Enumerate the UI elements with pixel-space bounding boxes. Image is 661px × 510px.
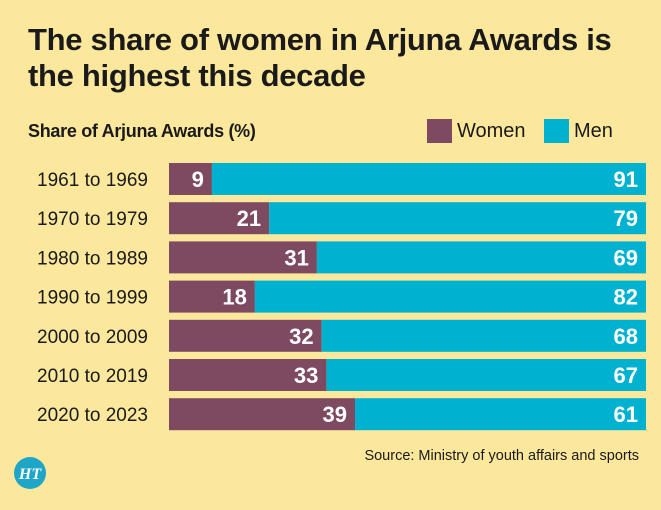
data-label-women: 21 [237,206,261,231]
bar-men [254,280,647,313]
category-label: 2000 to 2009 [37,327,148,348]
data-label-men: 68 [614,324,638,349]
data-label-women: 18 [222,285,246,310]
data-label-men: 69 [614,245,638,270]
bar-women [169,202,270,235]
bar-women [169,280,255,313]
bar-men [316,241,646,274]
data-label-women: 39 [323,402,347,427]
data-label-men: 67 [614,363,638,388]
bar-men [355,398,646,431]
ht-logo-text: HT [18,466,42,483]
category-label: 1961 to 1969 [37,170,148,191]
category-label: 2020 to 2023 [37,405,148,426]
chart-subtitle: Share of Arjuna Awards (%) [28,121,256,141]
data-label-women: 31 [284,245,308,270]
bar-women [169,319,322,352]
ht-logo-icon: HT [14,457,46,489]
chart-title: The share of women in Arjuna Awards is t… [28,22,612,93]
legend-label-women: Women [457,119,526,142]
bar-men [326,359,646,391]
source-note: Source: Ministry of youth affairs and sp… [364,448,639,464]
data-label-men: 82 [614,285,638,310]
data-label-women: 33 [294,363,318,388]
bar-women [169,241,317,274]
legend-swatch-women [427,119,452,143]
bar-men [269,202,646,235]
bar-men [321,319,646,352]
bar-men [211,163,646,195]
legend-swatch-men [544,119,569,143]
data-label-women: 32 [289,324,313,349]
data-label-men: 91 [614,167,638,192]
bar-women [169,398,356,431]
data-label-men: 79 [614,206,638,231]
category-label: 1990 to 1999 [37,288,148,309]
category-label: 1980 to 1989 [37,248,148,269]
legend-item-women: Women [427,119,526,143]
legend-label-men: Men [574,119,613,142]
category-label: 1970 to 1979 [37,209,148,230]
data-label-men: 61 [614,402,638,427]
legend-item-men: Men [544,119,613,143]
bar-women [169,359,327,391]
bar-women [169,163,212,195]
data-label-women: 9 [192,167,204,192]
category-label: 2010 to 2019 [37,366,148,387]
